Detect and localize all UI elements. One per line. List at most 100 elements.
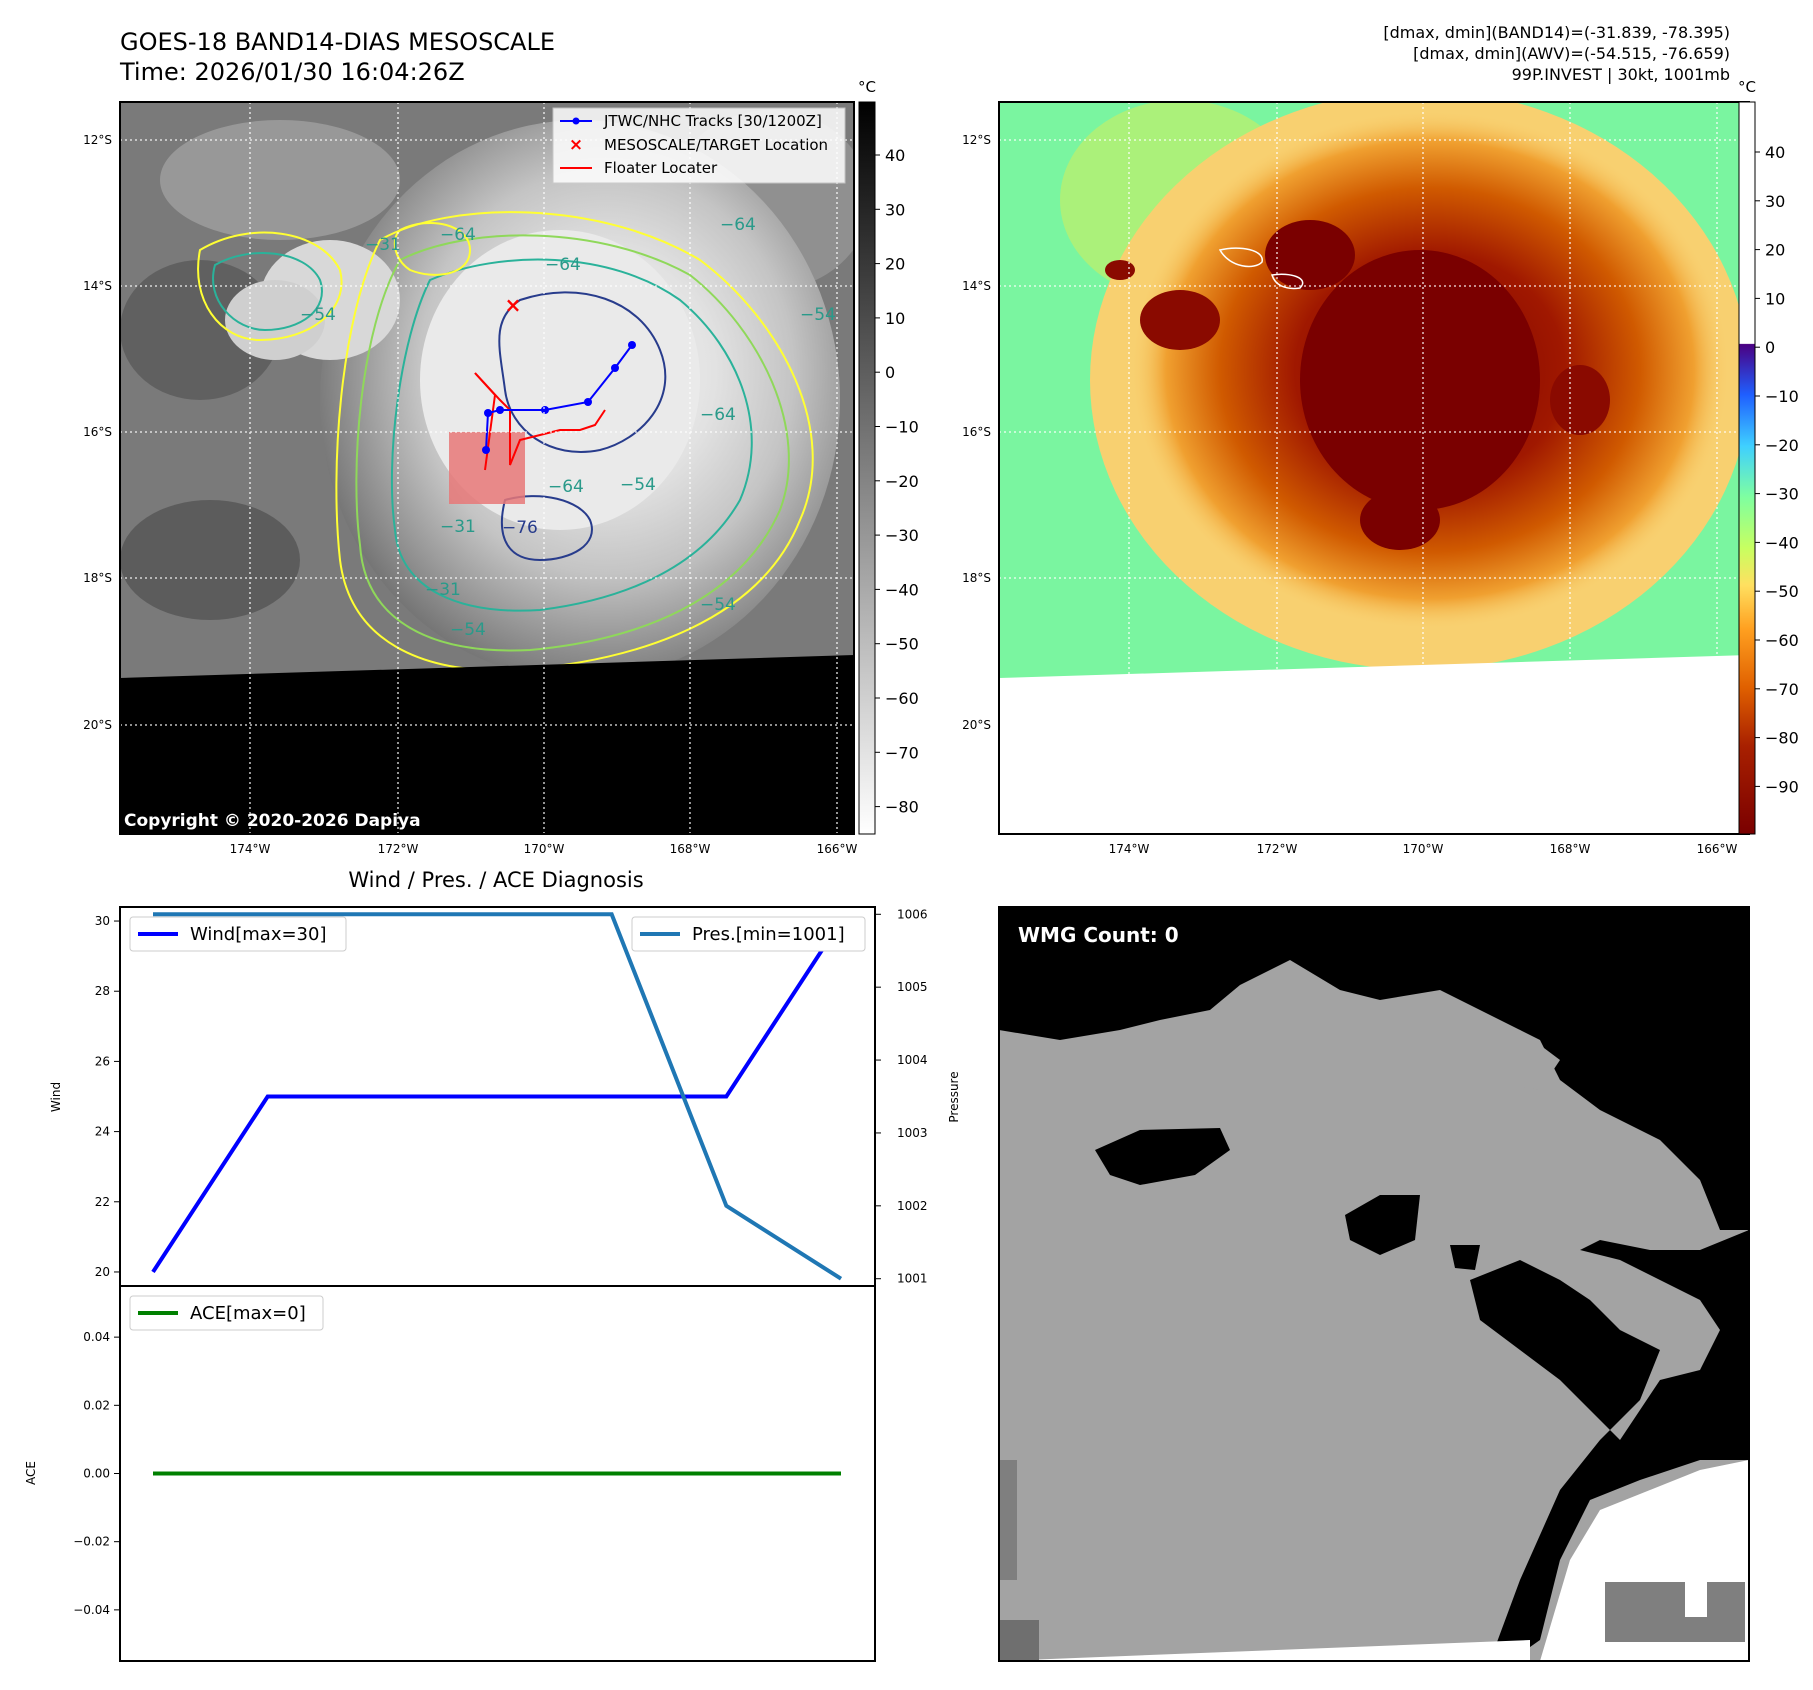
wind-tick-label: 28	[95, 984, 110, 998]
awv-map	[998, 101, 1750, 835]
lat-label: 16°S	[83, 425, 112, 439]
legend-target-icon: ×	[569, 135, 583, 155]
info-storm: 99P.INVEST | 30kt, 1001mb	[1512, 65, 1730, 84]
awv-lat-labels: 12°S 14°S 16°S 18°S 20°S	[962, 133, 991, 732]
lon-label: 170°W	[524, 842, 565, 856]
colorbar-tick-label: −30	[1765, 485, 1799, 504]
pressure-line	[153, 912, 843, 1281]
ace-tick-label: −0.04	[73, 1603, 110, 1617]
wind-tick-label: 30	[95, 914, 110, 928]
contour-label: −64	[720, 215, 756, 235]
contour-label: −31	[365, 235, 401, 255]
colorbar-tick-label: −40	[885, 580, 919, 599]
lon-label: 168°W	[1550, 842, 1591, 856]
lat-label: 12°S	[962, 133, 991, 147]
colorbar-tick-label: 30	[1765, 192, 1785, 211]
lon-label: 174°W	[230, 842, 271, 856]
pres-legend: Pres.[min=1001]	[631, 916, 866, 952]
lon-label: 172°W	[1257, 842, 1298, 856]
colorbar-tick-label: 0	[1765, 338, 1775, 357]
lat-label: 20°S	[83, 718, 112, 732]
info-awv: [dmax, dmin](AWV)=(-54.515, -76.659)	[1413, 44, 1730, 63]
contour-label: −64	[700, 405, 736, 425]
pres-legend-label: Pres.[min=1001]	[692, 924, 845, 945]
wind-tick-label: 24	[95, 1125, 110, 1139]
contour-label: −31	[440, 517, 476, 537]
colorbar-tick-label: −40	[1765, 533, 1799, 552]
lat-label: 12°S	[83, 133, 112, 147]
contour-label: −64	[440, 225, 476, 245]
target-marker: ×	[505, 293, 522, 317]
contour-label: −54	[620, 475, 656, 495]
colorbar-tick-label: 20	[885, 255, 905, 274]
colorbar-tick-label: −50	[1765, 582, 1799, 601]
colorbar-tick-label: −90	[1765, 777, 1799, 796]
colorbar-tick-label: −60	[1765, 631, 1799, 650]
ir-colorbar: °C 40 30 20 10 0 −10 −20 −30 −40 −50 −60 −70 −80	[858, 78, 919, 835]
colorbar-tick-label: 20	[1765, 241, 1785, 260]
colorbar-tick-label: 30	[885, 200, 905, 219]
contour-label: −31	[425, 580, 461, 600]
colorbar-tick-label: −10	[1765, 387, 1799, 406]
colorbar-tick-label: 40	[1765, 143, 1785, 162]
colorbar-tick-label: −20	[885, 472, 919, 491]
info-band14: [dmax, dmin](BAND14)=(-31.839, -78.395)	[1383, 23, 1730, 42]
awv-colorbar: °C 40 30 20 10 0 −10 −20 −30 −40 −50 −60 −70 −80 −90	[1738, 78, 1799, 835]
wind-legend: Wind[max=30]	[129, 916, 347, 952]
contour-label: −54	[300, 305, 336, 325]
ace-legend: ACE[max=0]	[129, 1295, 324, 1331]
lat-label: 18°S	[962, 571, 991, 585]
lon-label: 172°W	[378, 842, 419, 856]
colorbar-tick-label: −30	[885, 526, 919, 545]
pres-tick-label: 1004	[897, 1053, 928, 1067]
colorbar-tick-label: 40	[885, 146, 905, 165]
figure-time: Time: 2026/01/30 16:04:26Z	[119, 58, 465, 86]
colorbar-tick-label: 0	[885, 363, 895, 382]
legend-target: MESOSCALE/TARGET Location	[604, 136, 828, 154]
lon-label: 166°W	[817, 842, 858, 856]
colorbar-tick-label: −70	[1765, 680, 1799, 699]
wind-ylabel: Wind	[49, 1082, 63, 1112]
pres-tick-label: 1005	[897, 980, 928, 994]
ace-legend-label: ACE[max=0]	[190, 1303, 306, 1324]
colorbar-tick-label: −80	[885, 798, 919, 817]
colorbar-tick-label: 10	[885, 309, 905, 328]
lon-label: 168°W	[670, 842, 711, 856]
pressure-ylabel: Pressure	[947, 1071, 961, 1122]
colorbar-unit: °C	[858, 78, 876, 96]
wind-tick-label: 20	[95, 1265, 110, 1279]
ir-lon-labels: 174°W 172°W 170°W 168°W 166°W	[230, 842, 858, 856]
pres-tick-label: 1002	[897, 1199, 928, 1213]
ir-map: −64 −54 −64 −31 −54 −64 −54 −64 −54 −31 …	[119, 101, 855, 835]
ace-tick-label: 0.02	[83, 1398, 110, 1412]
lat-label: 20°S	[962, 718, 991, 732]
wmg-panel: WMG Count: 0	[998, 906, 1750, 1662]
ace-tick-label: 0.00	[83, 1467, 110, 1481]
wind-line	[151, 919, 843, 1274]
ir-legend: JTWC/NHC Tracks [30/1200Z] × MESOSCALE/T…	[552, 107, 846, 184]
ace-tick-label: 0.04	[83, 1330, 110, 1344]
lat-label: 16°S	[962, 425, 991, 439]
colorbar-tick-label: −80	[1765, 729, 1799, 748]
contour-label: −54	[800, 305, 836, 325]
figure-title: GOES-18 BAND14-DIAS MESOSCALE	[120, 28, 555, 56]
diagnosis-title: Wind / Pres. / ACE Diagnosis	[348, 868, 643, 892]
lon-label: 170°W	[1403, 842, 1444, 856]
pres-tick-label: 1001	[897, 1272, 928, 1286]
colorbar-tick-label: −70	[885, 743, 919, 762]
awv-lon-labels: 174°W 172°W 170°W 168°W 166°W	[1109, 842, 1738, 856]
lon-label: 174°W	[1109, 842, 1150, 856]
pres-tick-label: 1003	[897, 1126, 928, 1140]
contour-label: −64	[545, 255, 581, 275]
lat-label: 14°S	[962, 279, 991, 293]
colorbar-unit: °C	[1738, 78, 1756, 96]
ace-ylabel: ACE	[24, 1461, 38, 1485]
legend-tracks: JTWC/NHC Tracks [30/1200Z]	[603, 112, 822, 130]
colorbar-tick-label: −10	[885, 418, 919, 437]
contour-label: −64	[548, 477, 584, 497]
colorbar-tick-label: −60	[885, 689, 919, 708]
ace-panel: 0.04 0.02 0.00 −0.02 −0.04 ACE ACE[max=0]	[24, 1285, 876, 1662]
ir-lat-labels: 12°S 14°S 16°S 18°S 20°S	[83, 133, 112, 732]
lat-label: 18°S	[83, 571, 112, 585]
